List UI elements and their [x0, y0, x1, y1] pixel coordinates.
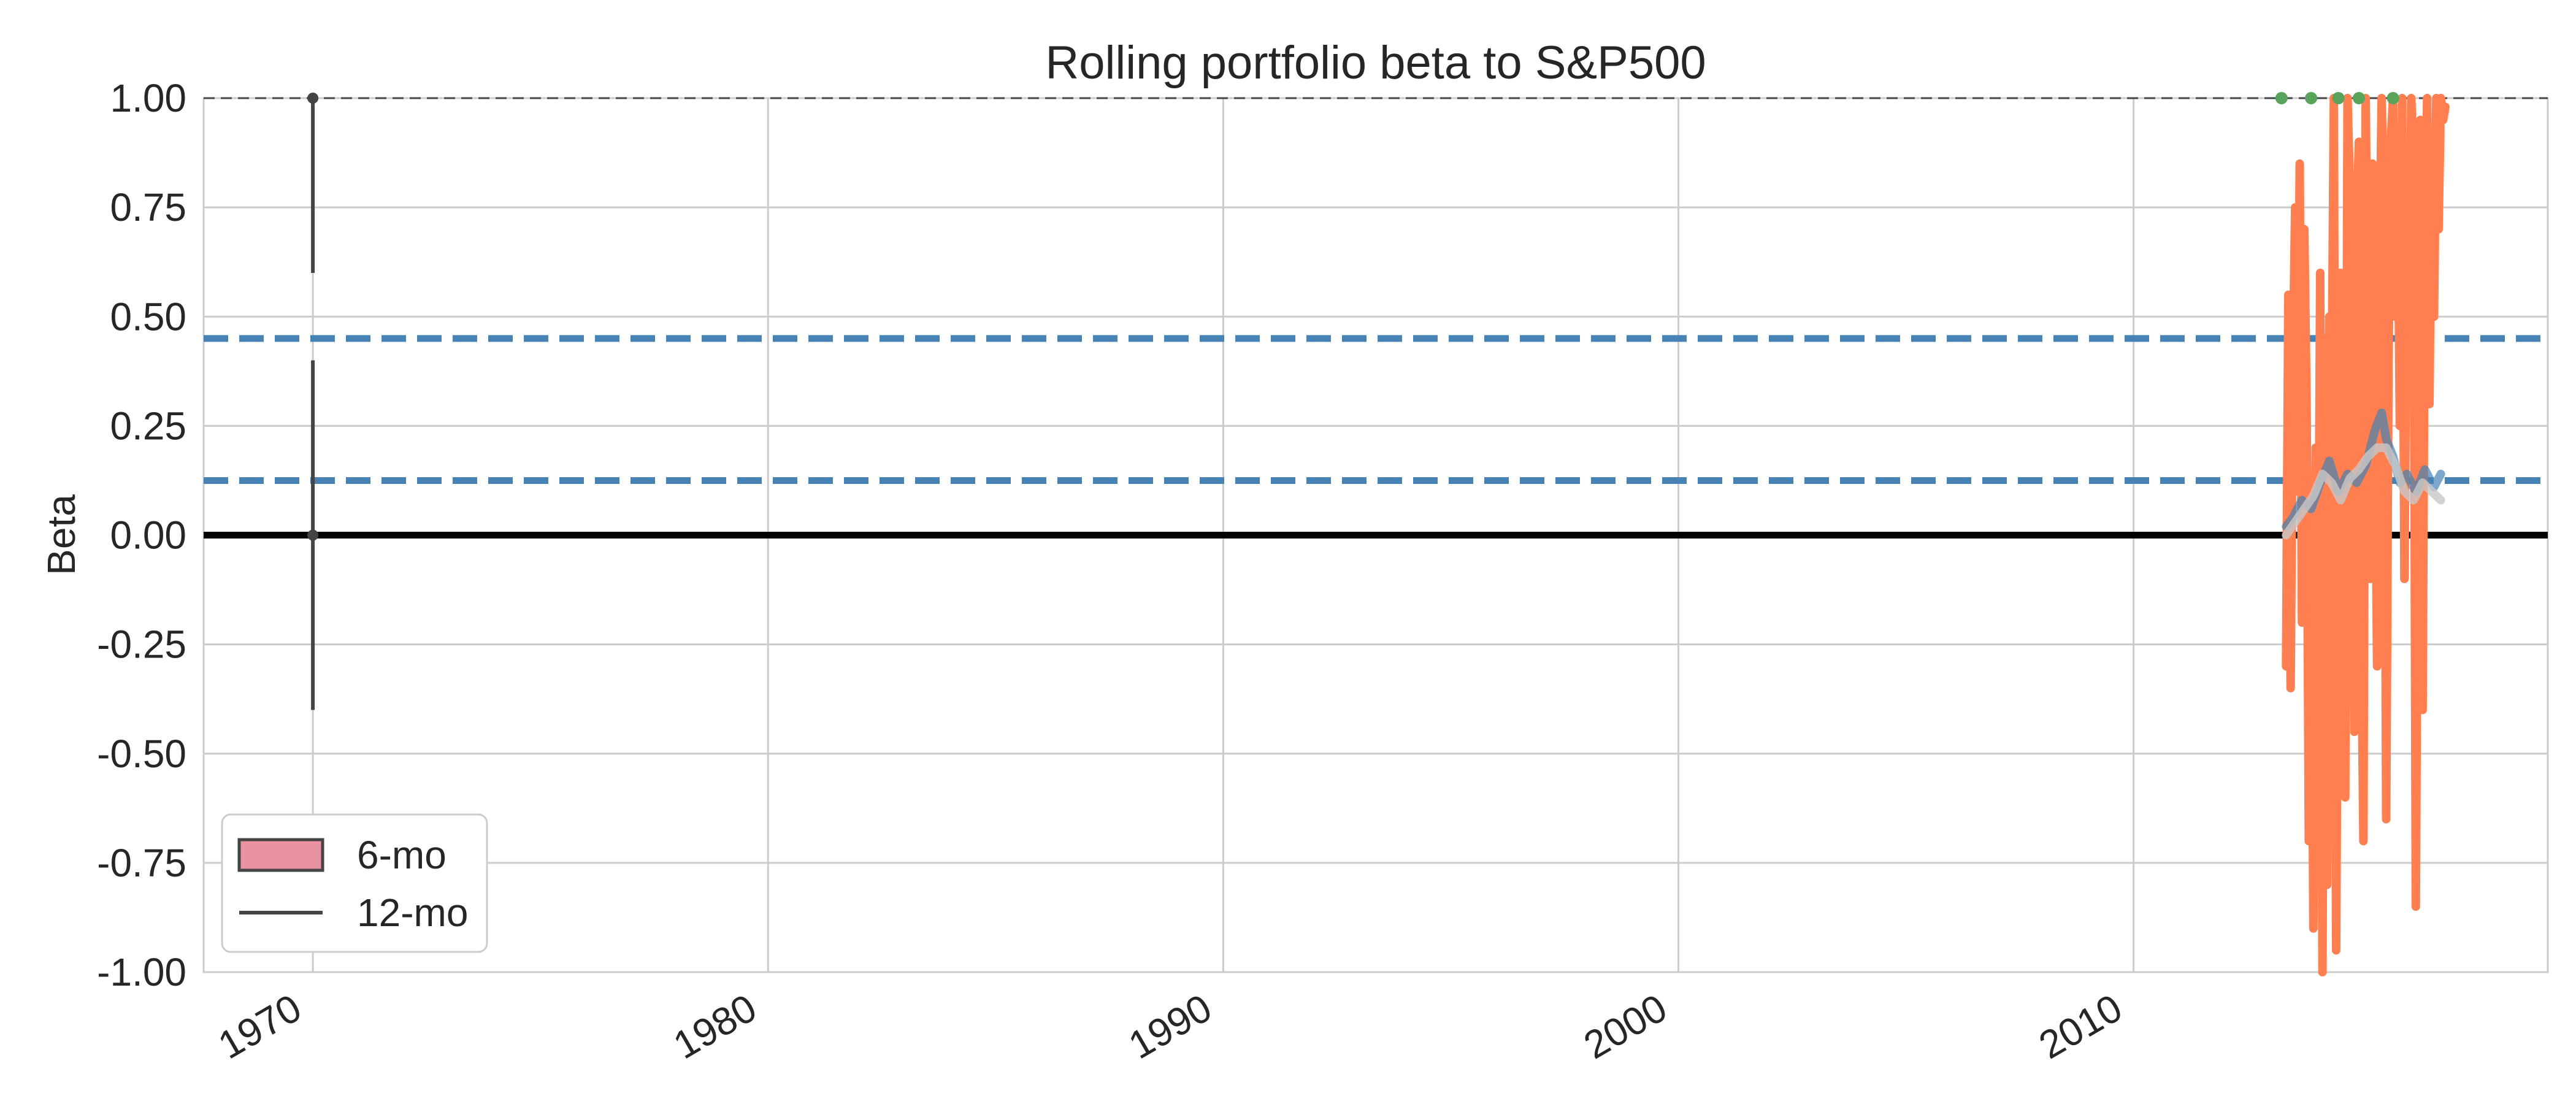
series-line	[2282, 94, 2450, 976]
legend-label-6mo: 6-mo	[357, 833, 447, 877]
y-tick-label: 0.25	[110, 404, 186, 448]
y-tick-label: -0.25	[97, 623, 186, 667]
y-tick-label: -1.00	[97, 950, 186, 994]
grid-layer	[204, 97, 2548, 973]
y-tick-label: -0.75	[97, 841, 186, 885]
series-point	[2353, 92, 2366, 104]
series-line	[2282, 443, 2445, 540]
y-tick-labels: 1.00 0.75 0.50 0.25 0.00 -0.25 -0.50 -0.75 -1.00	[97, 76, 186, 994]
chart-title: Rolling portfolio beta to S&P500	[1045, 37, 1706, 89]
legend-swatch-6mo	[237, 838, 324, 872]
series-point	[2332, 92, 2345, 104]
error-bar-layer	[307, 93, 319, 710]
series-line	[2282, 408, 2445, 531]
y-tick-label: 1.00	[110, 76, 186, 120]
series-layer	[2275, 92, 2450, 976]
y-tick-label: 0.75	[110, 185, 186, 229]
y-tick-label: 0.00	[110, 513, 186, 558]
series-point	[2305, 92, 2318, 104]
reference-lines-layer	[204, 97, 2548, 539]
series-point	[2386, 92, 2399, 104]
error-bar-point	[307, 529, 319, 541]
legend: 6-mo 12-mo	[221, 813, 488, 953]
legend-label-12mo: 12-mo	[357, 891, 468, 935]
y-tick-label: 0.50	[110, 294, 186, 339]
series-point	[2275, 92, 2288, 104]
y-axis-label: Beta	[39, 494, 83, 575]
error-bar-point	[307, 93, 319, 104]
y-tick-label: -0.50	[97, 732, 186, 776]
